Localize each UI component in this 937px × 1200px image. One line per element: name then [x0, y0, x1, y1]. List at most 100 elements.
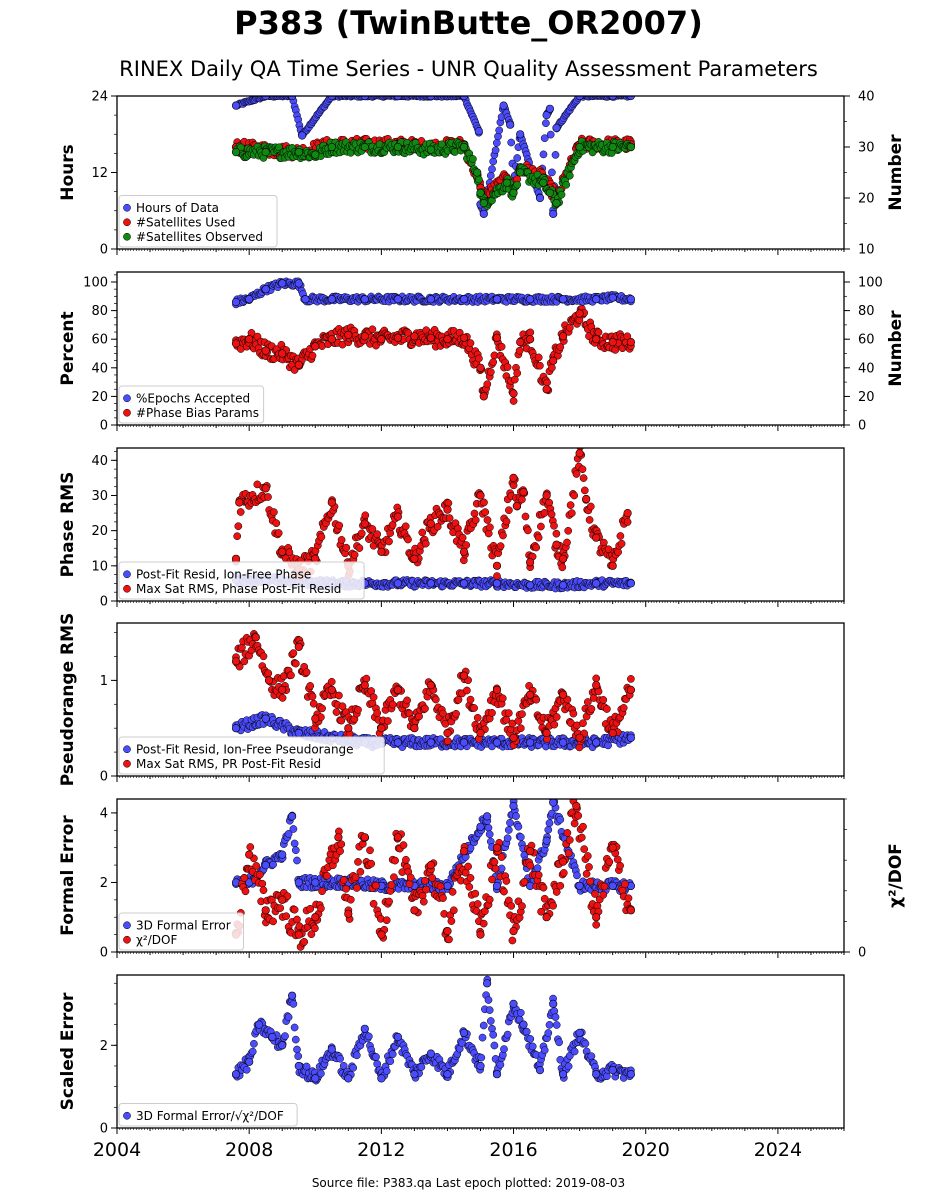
data-point	[516, 833, 525, 841]
data-point	[532, 695, 541, 704]
data-point	[426, 333, 436, 342]
data-point	[623, 508, 632, 518]
data-point	[565, 323, 574, 332]
data-point	[542, 119, 550, 128]
data-point	[377, 547, 386, 556]
y-tick-label: 0	[100, 243, 108, 258]
data-point	[608, 142, 617, 152]
data-point	[384, 717, 392, 725]
data-point	[251, 633, 260, 642]
data-point	[546, 130, 555, 139]
data-point	[356, 867, 365, 876]
y-tick-label: 60	[91, 333, 108, 348]
data-point	[514, 822, 523, 831]
data-point	[518, 495, 526, 504]
data-point	[623, 518, 632, 526]
data-point	[231, 297, 241, 307]
data-point	[459, 96, 469, 101]
data-point	[337, 840, 346, 849]
data-point	[342, 884, 350, 893]
hours-ylabel: Hours	[58, 144, 78, 201]
data-point	[401, 522, 410, 531]
data-point	[463, 686, 471, 695]
data-point	[466, 695, 475, 704]
data-point	[558, 581, 568, 590]
data-point	[447, 917, 456, 925]
data-point	[406, 873, 415, 882]
data-point	[354, 858, 362, 866]
data-point	[458, 533, 467, 542]
data-point	[506, 120, 515, 129]
data-point	[509, 188, 518, 197]
data-point	[388, 700, 397, 709]
data-point	[459, 547, 469, 556]
data-point	[556, 343, 565, 351]
data-point	[298, 131, 307, 140]
data-point	[336, 847, 344, 855]
data-point	[614, 548, 622, 556]
legend-label: Hours of Data	[136, 201, 219, 215]
data-point	[362, 674, 371, 683]
data-point	[516, 168, 525, 177]
legend-marker	[123, 759, 131, 768]
data-point	[294, 279, 303, 288]
data-point	[294, 728, 303, 738]
data-point	[556, 815, 565, 824]
data-point	[246, 843, 255, 851]
data-point	[542, 491, 551, 500]
data-point	[294, 148, 303, 157]
data-point	[282, 912, 291, 921]
data-point	[327, 142, 336, 152]
y-tick-label: 0	[100, 419, 108, 434]
data-point	[308, 692, 317, 701]
data-point	[350, 550, 359, 559]
data-point	[308, 351, 317, 360]
data-point	[509, 733, 518, 742]
data-point	[422, 885, 431, 894]
data-point	[355, 544, 364, 552]
data-point	[542, 385, 551, 394]
legend-marker	[123, 745, 131, 754]
data-point	[360, 519, 369, 528]
data-point	[510, 375, 519, 384]
data-point	[377, 724, 386, 733]
data-point	[327, 295, 336, 304]
data-point	[289, 649, 298, 657]
data-point	[492, 738, 502, 747]
data-point	[475, 175, 483, 184]
legend-label: #Satellites Observed	[136, 230, 263, 244]
data-point	[592, 738, 601, 747]
hours-y2-ticks: 10 20 30 40	[844, 90, 875, 258]
data-point	[269, 917, 277, 926]
legend-label: #Phase Bias Params	[136, 406, 259, 420]
data-point	[545, 104, 555, 113]
data-point	[499, 101, 508, 110]
data-point	[445, 514, 454, 522]
data-point	[291, 846, 300, 855]
y-tick-label: 10	[91, 559, 108, 574]
data-point	[475, 354, 483, 363]
data-point	[311, 150, 320, 159]
data-point	[579, 474, 588, 482]
y-tick-label: 30	[91, 489, 108, 504]
data-point	[509, 473, 518, 483]
data-point	[426, 96, 435, 101]
data-point	[548, 363, 556, 372]
percent-markers	[231, 277, 636, 405]
data-point	[234, 522, 243, 531]
data-point	[479, 209, 488, 218]
data-point	[426, 295, 436, 304]
data-point	[470, 509, 479, 518]
data-point	[509, 801, 518, 811]
data-point	[558, 690, 568, 699]
data-point	[352, 884, 361, 892]
data-point	[552, 540, 561, 549]
data-point	[498, 694, 507, 703]
data-point	[619, 704, 628, 712]
data-point	[360, 681, 369, 690]
data-point	[278, 279, 287, 288]
data-point	[261, 285, 270, 294]
data-point	[564, 526, 573, 535]
y-tick-label: 24	[91, 90, 108, 105]
